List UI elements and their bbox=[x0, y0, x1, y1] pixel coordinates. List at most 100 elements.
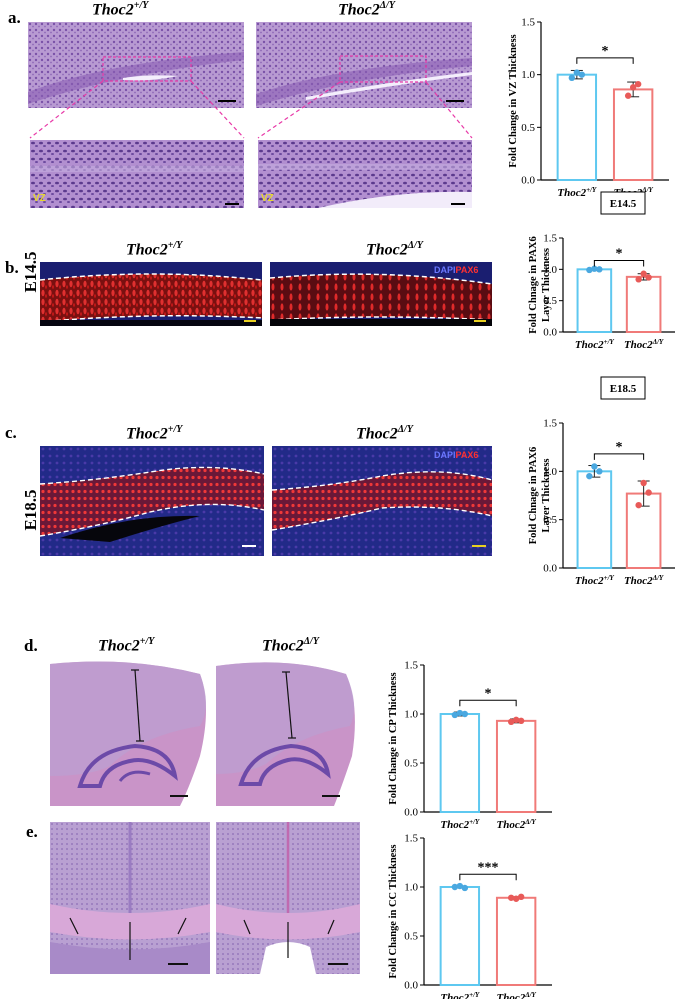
panel-a-letter: a. bbox=[8, 8, 21, 27]
panel-b-wt-image bbox=[40, 262, 262, 326]
panel-d-mut-image bbox=[216, 656, 360, 806]
data-point bbox=[640, 479, 647, 487]
data-point bbox=[586, 472, 593, 480]
panel-b-mut-image bbox=[270, 262, 492, 326]
x-tick-label: Thoc2Δ/Y bbox=[496, 991, 536, 999]
data-point bbox=[591, 463, 598, 470]
panel-e-mut-image bbox=[216, 822, 360, 974]
panel-c-channel-label: DAPIPAX6 bbox=[434, 450, 479, 460]
y-axis-label: Layer Thickness bbox=[541, 248, 552, 322]
panel-a-wt-scale-bar bbox=[218, 100, 236, 102]
data-point bbox=[451, 711, 459, 719]
panel-b-mut-label: Thoc2Δ/Y bbox=[366, 240, 423, 259]
panel-d-wt-label: Thoc2+/Y bbox=[98, 636, 155, 655]
significance-bracket bbox=[459, 699, 517, 707]
y-tick-label: 0.0 bbox=[543, 563, 557, 575]
panel-c-wt-image bbox=[40, 446, 264, 556]
panel-c-wt-label: Thoc2+/Y bbox=[126, 424, 183, 443]
data-point bbox=[461, 884, 469, 892]
data-point bbox=[645, 274, 652, 281]
panel-e-letter: e. bbox=[26, 822, 38, 841]
significance-bracket bbox=[593, 260, 645, 267]
y-tick-label: 0.0 bbox=[543, 327, 557, 339]
data-point bbox=[456, 709, 464, 717]
y-tick-label: 1.5 bbox=[404, 660, 418, 672]
x-tick-sup: +/Y bbox=[469, 991, 480, 999]
bar bbox=[439, 886, 481, 986]
bar bbox=[495, 719, 537, 813]
bar bbox=[495, 896, 537, 987]
y-tick-label: 1.5 bbox=[404, 833, 418, 845]
data-point bbox=[507, 894, 515, 901]
panel-a-wt-overview-image bbox=[28, 22, 244, 108]
y-tick-label: 0.5 bbox=[521, 122, 535, 134]
data-point bbox=[507, 718, 515, 726]
panel-a-mut-vz-tag: VZ bbox=[261, 193, 274, 204]
data-point bbox=[596, 468, 603, 475]
y-tick-label: 0.0 bbox=[404, 980, 418, 992]
data-point bbox=[451, 883, 459, 891]
panel-b-wt-label: Thoc2+/Y bbox=[126, 240, 183, 259]
data-point bbox=[573, 69, 581, 76]
data-point bbox=[568, 74, 576, 82]
significance-label: *** bbox=[478, 860, 499, 875]
x-tick-sup: Δ/Y bbox=[524, 818, 536, 826]
data-point bbox=[640, 270, 647, 277]
stage-box-label: E18.5 bbox=[610, 383, 637, 395]
stage-box-label: E14.5 bbox=[610, 198, 637, 210]
panel-c-letter: c. bbox=[5, 423, 17, 442]
data-point bbox=[635, 276, 642, 283]
y-tick-label: 1.0 bbox=[404, 709, 418, 721]
data-point bbox=[596, 266, 603, 273]
y-tick-label: 1.0 bbox=[543, 466, 557, 478]
data-point bbox=[517, 717, 525, 725]
y-tick-label: 0.5 bbox=[543, 295, 557, 307]
x-tick-sup: +/Y bbox=[604, 574, 615, 582]
data-point bbox=[586, 266, 593, 274]
y-tick-label: 0.5 bbox=[404, 758, 418, 770]
panel-a-wt-inset-image bbox=[30, 140, 244, 208]
x-tick-sup: Δ/Y bbox=[524, 991, 536, 999]
significance-label: * bbox=[616, 440, 623, 455]
data-point bbox=[512, 716, 520, 724]
panel-b-wt-scale-bar bbox=[244, 320, 256, 322]
data-point bbox=[635, 501, 642, 509]
significance-label: * bbox=[602, 44, 609, 59]
x-tick-sup: Δ/Y bbox=[641, 186, 653, 194]
x-tick-sup: Δ/Y bbox=[652, 338, 664, 346]
data-point bbox=[629, 84, 637, 91]
bar bbox=[439, 713, 481, 813]
bar bbox=[556, 73, 598, 181]
y-axis-label: Fold Change in CP Thickness bbox=[388, 672, 399, 804]
bar bbox=[576, 470, 613, 570]
panel-d-wt-image bbox=[50, 656, 210, 806]
data-point bbox=[461, 710, 469, 718]
x-tick-sup: +/Y bbox=[604, 338, 615, 346]
y-axis-label: Fold Change in CC Thickness bbox=[388, 844, 399, 978]
x-tick-sup: +/Y bbox=[586, 186, 597, 194]
data-point bbox=[517, 893, 525, 900]
panel-d-mut-label: Thoc2Δ/Y bbox=[262, 636, 319, 655]
x-tick-label: Thoc2+/Y bbox=[440, 991, 480, 999]
panel-c-wt-scale-bar bbox=[242, 545, 256, 547]
stage-box bbox=[600, 191, 646, 215]
y-axis-label: Fold Chnage in PAX6 bbox=[528, 236, 539, 334]
panel-b-mut-scale-bar bbox=[474, 320, 486, 322]
y-tick-label: 1.5 bbox=[543, 233, 557, 245]
significance-bracket bbox=[576, 57, 634, 64]
panel-a-mut-scale-bar bbox=[446, 100, 464, 102]
panel-c-mut-scale-bar bbox=[472, 545, 486, 547]
data-point bbox=[645, 489, 652, 496]
y-tick-label: 1.0 bbox=[543, 264, 557, 276]
x-tick-sup: +/Y bbox=[469, 818, 480, 826]
y-tick-label: 0.5 bbox=[543, 514, 557, 526]
data-point bbox=[591, 265, 598, 272]
panel-c-mut-label: Thoc2Δ/Y bbox=[356, 424, 413, 443]
data-point bbox=[456, 882, 464, 890]
bar bbox=[576, 268, 613, 334]
significance-bracket bbox=[459, 873, 517, 881]
y-tick-label: 0.0 bbox=[521, 175, 535, 187]
